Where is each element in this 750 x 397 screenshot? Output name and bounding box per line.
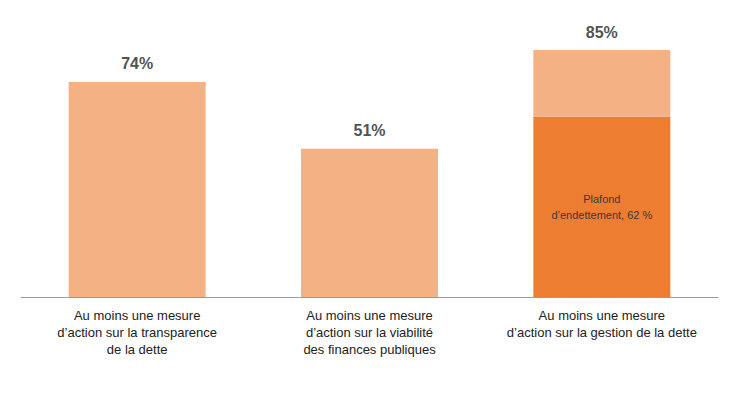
svg-text:Au moins une mesure: Au moins une mesure (539, 308, 665, 323)
svg-text:d’action sur la gestion de la: d’action sur la gestion de la dette (507, 325, 697, 340)
svg-text:d’action sur la viabilité: d’action sur la viabilité (306, 325, 433, 340)
svg-text:d’endettement, 62 %: d’endettement, 62 % (551, 209, 652, 221)
svg-text:de la dette: de la dette (107, 342, 168, 357)
svg-text:85%: 85% (586, 24, 618, 41)
svg-text:51%: 51% (353, 122, 385, 139)
svg-text:Au moins une mesure: Au moins une mesure (306, 308, 432, 323)
svg-text:d’action sur la transparence: d’action sur la transparence (57, 325, 217, 340)
svg-text:Plafond: Plafond (583, 193, 620, 205)
svg-text:Au moins une mesure: Au moins une mesure (74, 308, 200, 323)
svg-text:des finances publiques: des finances publiques (303, 342, 436, 357)
svg-text:74%: 74% (121, 55, 153, 72)
